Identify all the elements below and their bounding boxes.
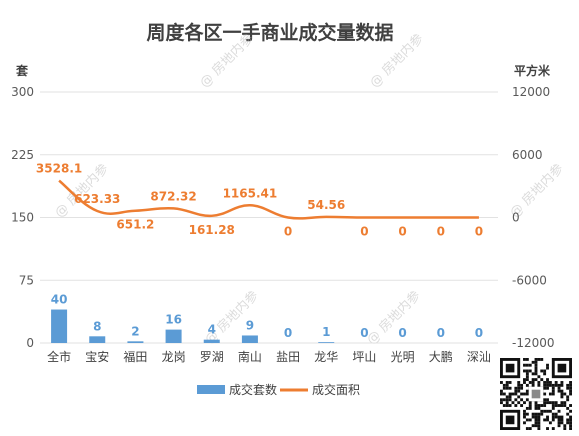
category-label: 南山 <box>238 349 262 364</box>
right-tick-label: -6000 <box>512 273 547 287</box>
category-label: 光明 <box>391 350 415 364</box>
right-axis-ticks: 12000 6000 0 -6000 -12000 <box>512 85 555 350</box>
category-label: 深汕 <box>467 350 491 364</box>
line-value-label: 0 <box>437 225 445 239</box>
bar-value-label: 0 <box>360 326 368 340</box>
left-axis-ticks: 300 225 150 75 0 <box>11 85 34 350</box>
left-tick-label: 75 <box>19 273 34 287</box>
line-value-label: 0 <box>284 225 292 239</box>
bar-value-label: 8 <box>93 319 101 333</box>
line-path <box>58 179 479 220</box>
chart-title: 周度各区一手商业成交量数据 <box>146 21 393 44</box>
category-label: 福田 <box>123 349 147 364</box>
category-label: 罗湖 <box>200 349 224 364</box>
category-label: 大鹏 <box>429 350 453 364</box>
category-label: 龙华 <box>314 350 338 364</box>
right-tick-label: 0 <box>512 211 520 225</box>
legend-label-bars: 成交套数 <box>229 382 277 397</box>
line-value-label: 0 <box>398 225 406 239</box>
category-label: 盐田 <box>276 350 300 364</box>
category-label: 宝安 <box>85 349 109 364</box>
bar <box>318 342 335 343</box>
bar-value-label: 9 <box>246 318 254 332</box>
line-value-label: 0 <box>475 225 483 239</box>
watermark-text: @ 房地内参 <box>364 288 424 348</box>
line-value-label: 3528.1 <box>36 162 82 176</box>
bar <box>203 339 220 343</box>
category-label: 全市 <box>47 349 71 364</box>
line-value-label: 623.33 <box>74 192 120 206</box>
legend-swatch-bars <box>197 385 225 394</box>
right-tick-label: 12000 <box>512 85 550 99</box>
bar-value-label: 0 <box>284 326 292 340</box>
line-value-label: 651.2 <box>116 218 154 232</box>
line-value-label: 1165.41 <box>223 186 278 200</box>
bar <box>165 329 182 343</box>
left-tick-label: 150 <box>11 211 34 225</box>
line-value-label: 161.28 <box>189 223 235 237</box>
right-tick-label: 6000 <box>512 148 543 162</box>
bar-value-label: 40 <box>51 293 68 307</box>
line-value-label: 54.56 <box>307 198 345 212</box>
bar-value-label: 0 <box>398 326 406 340</box>
bar <box>127 341 144 343</box>
bar <box>89 336 106 343</box>
right-axis-unit: 平方米 <box>514 63 551 78</box>
bar-value-label: 4 <box>208 323 216 337</box>
left-tick-label: 225 <box>11 148 34 162</box>
legend-label-line: 成交面积 <box>312 382 360 397</box>
category-labels: 全市 宝安 福田 龙岗 罗湖 南山 盐田 龙华 坪山 光明 大鹏 深汕 <box>47 349 491 364</box>
line-value-label: 872.32 <box>150 189 196 203</box>
bar-value-label: 2 <box>131 324 139 338</box>
bar-value-label: 0 <box>437 326 445 340</box>
left-tick-label: 0 <box>26 336 34 350</box>
left-axis-unit: 套 <box>15 63 29 78</box>
line-series: 3528.1 623.33 651.2 872.32 161.28 1165.41 0 54.… <box>36 162 483 239</box>
left-tick-label: 300 <box>11 85 34 99</box>
line-value-label: 0 <box>360 225 368 239</box>
category-label: 龙岗 <box>162 350 186 364</box>
legend: 成交套数 成交面积 <box>197 382 360 397</box>
bar <box>241 335 258 343</box>
bar-value-label: 0 <box>475 326 483 340</box>
bar-series: 40 8 2 16 4 9 0 1 0 0 0 0 <box>51 293 483 343</box>
qr-code <box>500 358 572 430</box>
bar-value-label: 16 <box>165 313 182 327</box>
watermarks: @ 房地内参 @ 房地内参 @ 房地内参 @ 房地内参 @ 房地内参 @ 房地内… <box>52 31 567 348</box>
right-tick-label: -12000 <box>512 336 555 350</box>
bar <box>51 309 68 343</box>
category-label: 坪山 <box>352 350 376 364</box>
bar-value-label: 1 <box>322 325 330 339</box>
